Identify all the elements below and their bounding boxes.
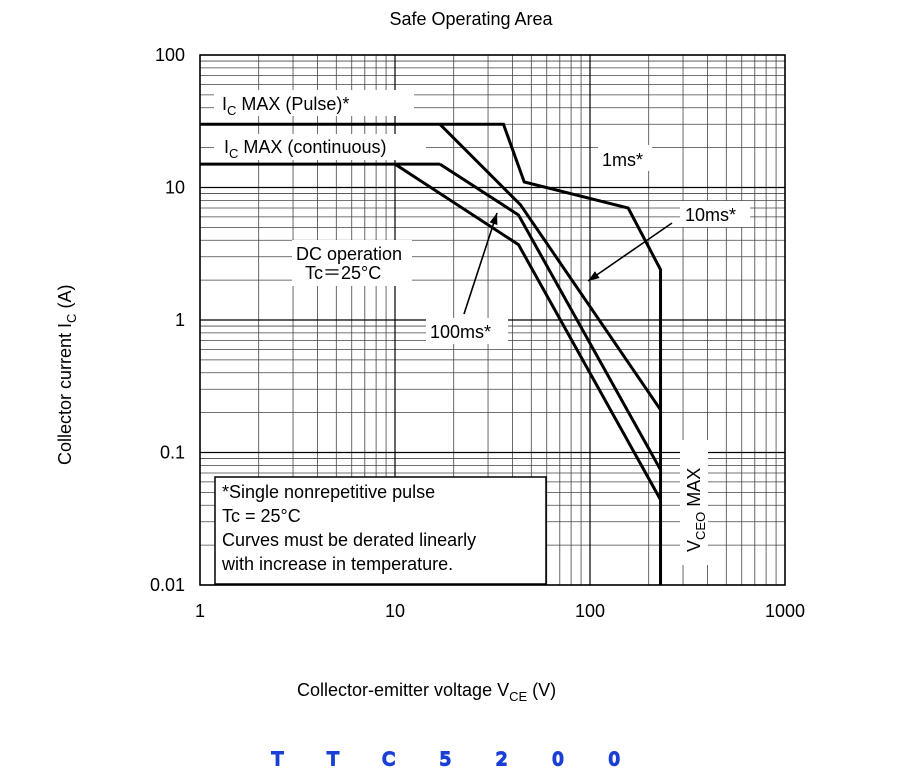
text-part: I [222, 94, 227, 114]
label-background [680, 440, 708, 565]
handwriting: TTC5200 [271, 749, 624, 770]
note-box [214, 476, 547, 585]
arrow [463, 212, 498, 315]
text-part: V [684, 540, 704, 552]
text-part: Tc＝25°C [305, 263, 381, 283]
y-axis-label: Collector current IC (A) [55, 285, 79, 465]
text-part: DC operation [296, 244, 402, 264]
plot-frame [199, 54, 786, 586]
curve [200, 122, 663, 585]
arrow [587, 222, 673, 282]
annotation: VCEO MAX [684, 468, 708, 552]
curve [438, 123, 662, 411]
text-part: MAX (Pulse)* [236, 94, 349, 114]
annotation: IC MAX (Pulse)* [222, 94, 349, 118]
text-part: MAX (continuous) [238, 137, 386, 157]
note-line: Curves must be derated linearly [222, 530, 476, 550]
annotation: 10ms* [685, 205, 736, 225]
text-part: (A) [55, 285, 75, 314]
text-part: C [229, 146, 238, 161]
x-tick-label: 1000 [765, 601, 805, 621]
note-line: *Single nonrepetitive pulse [222, 482, 435, 502]
label-background [426, 318, 508, 344]
arrow-head [588, 271, 600, 281]
label-background [292, 240, 412, 286]
label-background [598, 145, 652, 171]
annotation: 1ms* [602, 150, 643, 170]
y-tick-label: 0.01 [150, 575, 185, 595]
note-line: Tc = 25°C [222, 506, 301, 526]
y-tick-label: 100 [155, 45, 185, 65]
text-part: 1ms* [602, 150, 643, 170]
x-tick-label: 10 [385, 601, 405, 621]
chart-title: Safe Operating Area [389, 9, 553, 29]
text-part: Collector current I [55, 323, 75, 465]
annotation: Tc＝25°C [305, 263, 381, 283]
arrow-head [489, 213, 498, 225]
text-part: C [227, 103, 236, 118]
label-background [214, 134, 426, 160]
y-tick-label: 1 [175, 310, 185, 330]
y-tick-label: 10 [165, 178, 185, 198]
label-background [214, 90, 414, 116]
text-part: I [224, 137, 229, 157]
x-axis-label: Collector-emitter voltage VCE (V) [297, 680, 556, 704]
label-background [680, 201, 750, 227]
annotation: IC MAX (continuous) [224, 137, 386, 161]
x-tick-label: 100 [575, 601, 605, 621]
text-part: CEO [693, 512, 708, 540]
curve [439, 162, 662, 471]
annotation: DC operation [296, 244, 402, 264]
text-part: Collector-emitter voltage V [297, 680, 509, 700]
text-part: (V) [527, 680, 556, 700]
note-line: with increase in temperature. [221, 554, 453, 574]
annotation: 100ms* [430, 322, 491, 342]
text-part: C [64, 314, 79, 323]
y-tick-label: 0.1 [160, 443, 185, 463]
text-part: 100ms* [430, 322, 491, 342]
text-part: MAX [684, 468, 704, 512]
curve [394, 162, 662, 501]
text-part: CE [509, 689, 527, 704]
text-part: 10ms* [685, 205, 736, 225]
x-tick-label: 1 [195, 601, 205, 621]
